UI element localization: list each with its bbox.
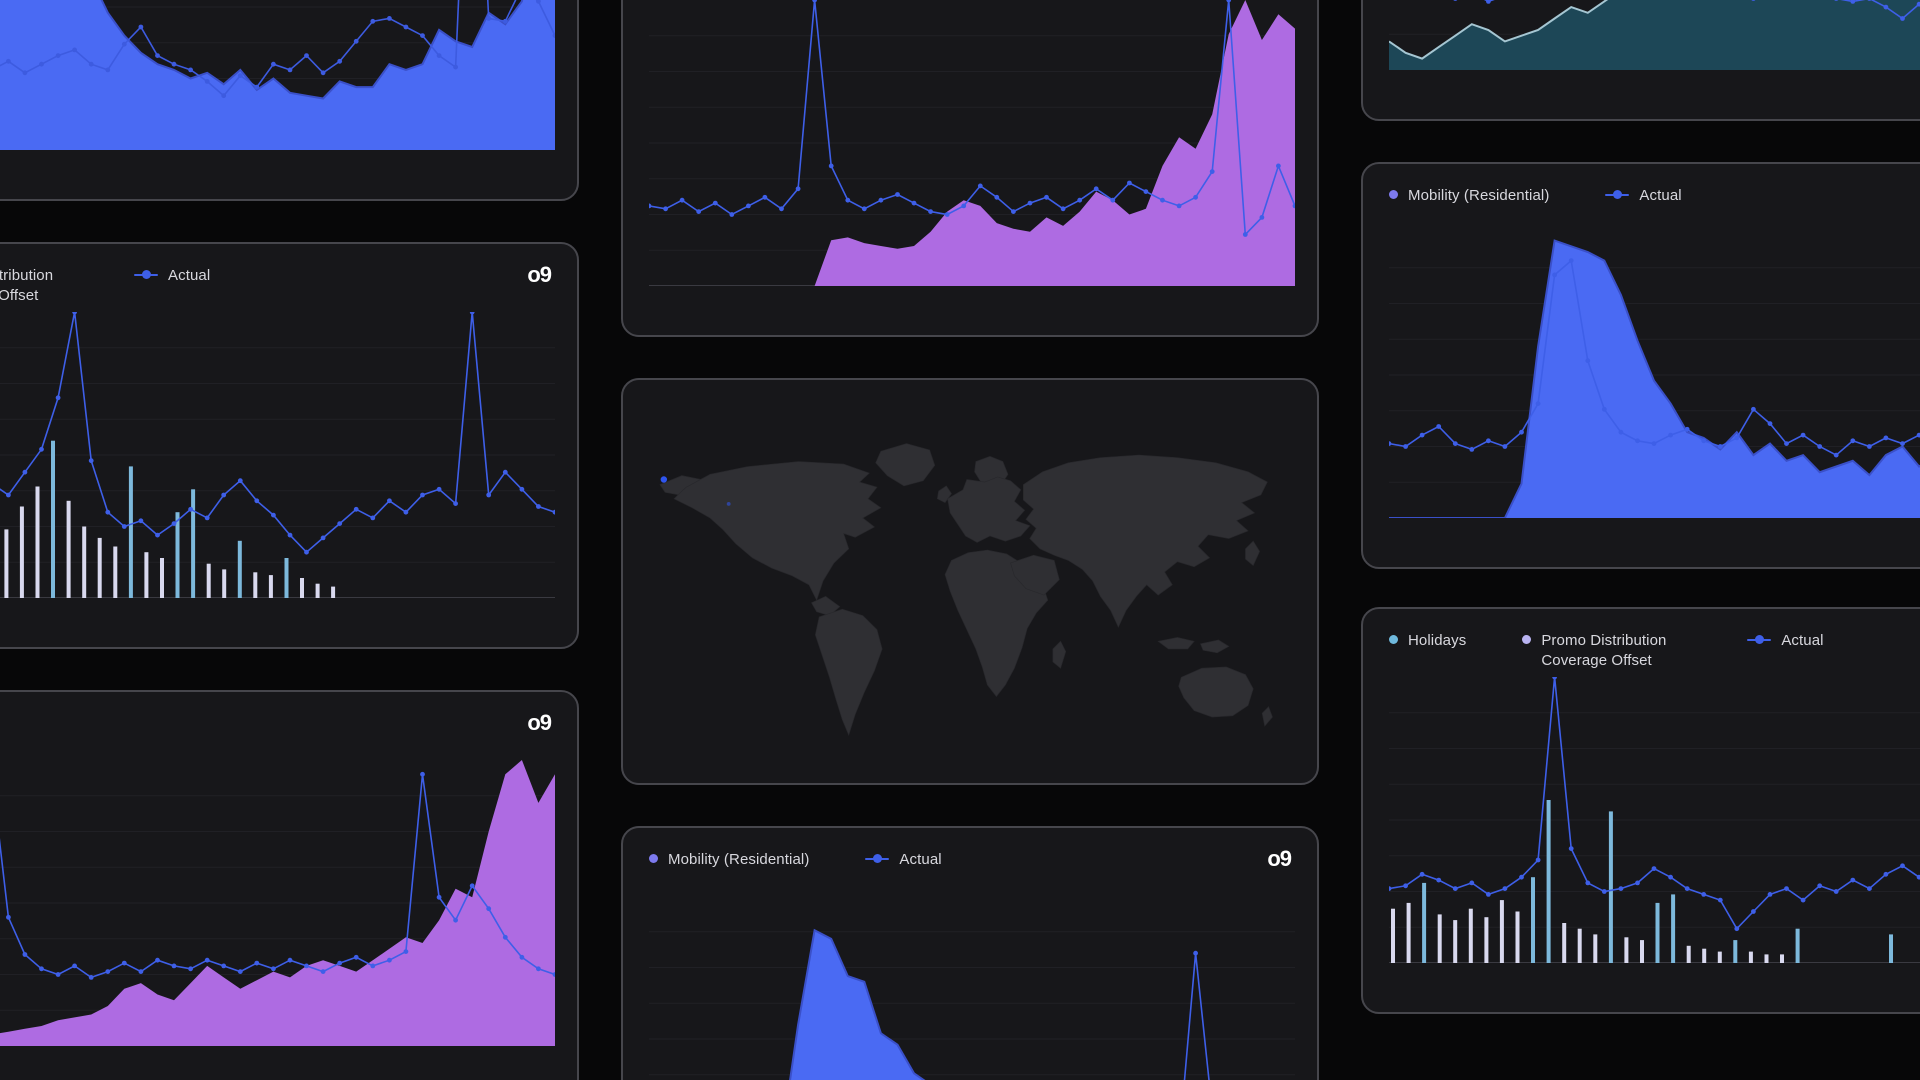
chart-card-top-left: [0, 0, 579, 201]
bar-line-chart: [0, 312, 555, 598]
map-indonesia-2: [1200, 639, 1230, 654]
area-line-chart: [1389, 0, 1920, 70]
chart-card-middle-right: Mobility (Residential) Actual: [1361, 162, 1920, 569]
map-south-america: [815, 608, 883, 736]
legend-label: Holidays: [1408, 632, 1467, 649]
legend-row: Mobility (Residential) Actual o9: [649, 846, 1292, 896]
map-marker[interactable]: [660, 476, 668, 483]
area-line-chart: [1389, 239, 1920, 518]
legend-item-actual[interactable]: Actual: [865, 850, 942, 870]
legend-line-dot-icon: [865, 854, 890, 863]
map-japan: [1245, 540, 1260, 567]
chart-card-bottom-right: Holidays Promo Distribution Coverage Offs…: [1361, 607, 1920, 1014]
chart-card-middle-left: Promo Distribution Coverage Offset Actual…: [0, 242, 579, 649]
map-new-zealand: [1261, 706, 1273, 727]
world-map-card: [621, 378, 1319, 785]
map-europe: [947, 476, 1031, 543]
legend-line-dot-icon: [1605, 190, 1630, 199]
legend-item-holidays[interactable]: Holidays: [1389, 631, 1466, 651]
o9-logo: o9: [527, 262, 552, 287]
chart-card-top-center: [621, 0, 1319, 337]
legend-dot-icon: [1389, 190, 1398, 199]
area-line-chart: [649, 928, 1295, 1080]
chart-card-top-right: [1361, 0, 1920, 121]
map-australia: [1178, 666, 1254, 718]
map-greenland: [875, 443, 936, 487]
legend-item-promo-distribution-coverage-offset[interactable]: Promo Distribution Coverage Offset: [1522, 631, 1691, 670]
legend-item-actual[interactable]: Actual: [1605, 186, 1682, 206]
legend-line-dot-icon: [1747, 635, 1772, 644]
map-north-america: [673, 461, 882, 602]
map-markers: [660, 476, 731, 506]
o9-logo: o9: [1267, 846, 1292, 871]
legend-label: Actual: [899, 851, 942, 868]
legend-label: Promo Distribution Coverage Offset: [1541, 632, 1667, 669]
legend-label: Mobility (Residential): [1408, 187, 1550, 204]
map-asia: [1023, 454, 1268, 628]
chart-card-bottom-center: Mobility (Residential) Actual o9: [621, 826, 1319, 1080]
legend-row: Promo Distribution Coverage Offset Actual…: [0, 262, 552, 312]
map-madagascar: [1052, 640, 1067, 669]
legend-label: Actual: [1781, 632, 1824, 649]
map-indonesia-1: [1157, 637, 1195, 650]
legend-dot-icon: [1389, 635, 1398, 644]
legend-item-mobility-residential[interactable]: Mobility (Residential): [649, 850, 809, 870]
legend-item-mobility-residential[interactable]: Mobility (Residential): [1389, 186, 1549, 206]
world-map: [659, 443, 1273, 736]
legend-label: Actual: [168, 267, 211, 284]
legend-item-promo-distribution-coverage-offset[interactable]: Promo Distribution Coverage Offset: [0, 266, 78, 305]
area-line-chart: [649, 0, 1295, 286]
bar-line-chart: [1389, 677, 1920, 963]
o9-logo: o9: [527, 710, 552, 735]
legend-item-actual[interactable]: Actual: [1747, 631, 1824, 651]
map-arabia: [1010, 554, 1060, 596]
map-central-america: [811, 595, 841, 616]
legend-label: Promo Distribution Coverage Offset: [0, 267, 54, 304]
legend-dot-icon: [649, 854, 658, 863]
legend-row: Mobility (Residential) Actual: [1389, 186, 1920, 232]
area-line-chart: [0, 760, 555, 1046]
legend-item-actual[interactable]: Actual: [134, 266, 210, 286]
legend-dot-icon: [1522, 635, 1532, 644]
legend-line-dot-icon: [134, 270, 158, 279]
legend-label: Actual: [1639, 187, 1682, 204]
area-line-chart: [0, 0, 555, 150]
legend-row: Holidays Promo Distribution Coverage Offs…: [1389, 631, 1920, 677]
map-marker[interactable]: [726, 501, 731, 506]
legend-label: Mobility (Residential): [668, 851, 810, 868]
